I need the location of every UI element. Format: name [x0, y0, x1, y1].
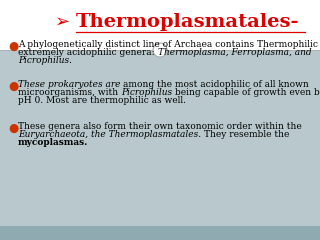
Text: Euryarchaeota, the Thermoplasmatales.: Euryarchaeota, the Thermoplasmatales. [18, 130, 204, 139]
Text: mycoplasmas.: mycoplasmas. [18, 138, 88, 147]
Text: They resemble the: They resemble the [204, 130, 289, 139]
Text: These genera also form their own taxonomic order within the: These genera also form their own taxonom… [18, 122, 302, 131]
Circle shape [153, 43, 167, 57]
Text: pH 0. Most are thermophilic as well.: pH 0. Most are thermophilic as well. [18, 96, 186, 105]
Text: ●: ● [8, 40, 18, 53]
Text: Thermoplasmatales-: Thermoplasmatales- [76, 13, 300, 31]
Text: ●: ● [8, 122, 18, 135]
Text: Picrophilus: Picrophilus [121, 88, 175, 97]
Text: Thermoplasma, Ferroplasma, and: Thermoplasma, Ferroplasma, and [157, 48, 311, 57]
Text: microorganisms, with: microorganisms, with [18, 88, 121, 97]
Text: being capable of growth even below: being capable of growth even below [175, 88, 320, 97]
Bar [0, 226, 320, 240]
Text: Picrophilus.: Picrophilus. [18, 56, 72, 65]
Text: ➢: ➢ [55, 13, 70, 31]
Text: These prokaryotes are: These prokaryotes are [18, 80, 124, 89]
Bar [0, 0, 320, 50]
Text: extremely acidophilic genera:: extremely acidophilic genera: [18, 48, 157, 57]
Text: among the most acidophilic of all known: among the most acidophilic of all known [124, 80, 309, 89]
Text: A phylogenetically distinct line of Archaea contains Thermophilic and: A phylogenetically distinct line of Arch… [18, 40, 320, 49]
Text: ●: ● [8, 80, 18, 93]
Bar [0, 50, 320, 226]
